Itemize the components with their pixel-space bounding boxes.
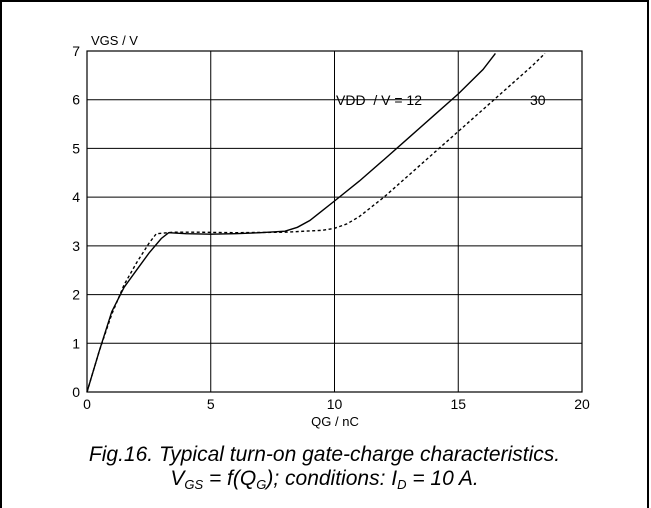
figure-caption-line2: VGS = f(QG); conditions: ID = 10 A. bbox=[0, 467, 649, 497]
annotation-vdd-30: 30 bbox=[530, 92, 546, 108]
x-tick-label: 10 bbox=[327, 396, 343, 412]
caption-sub-gs: GS bbox=[184, 477, 204, 492]
figure-caption-line1: Fig.16. Typical turn-on gate-charge char… bbox=[88, 443, 561, 466]
tick-label-layer: 0 5 10 15 20 0 1 2 3 4 5 6 7 bbox=[72, 43, 590, 412]
series-line-vdd-30 bbox=[86, 52, 546, 393]
caption-vgs: V bbox=[170, 467, 185, 490]
x-axis-label: QG / nC bbox=[311, 414, 359, 429]
y-tick-label: 0 bbox=[72, 384, 80, 400]
series-layer bbox=[86, 52, 546, 393]
y-axis-label: VGS / V bbox=[91, 33, 138, 48]
plot-border bbox=[86, 50, 583, 393]
y-tick-label: 3 bbox=[72, 238, 80, 254]
x-tick-label: 15 bbox=[450, 396, 466, 412]
y-tick-label: 7 bbox=[72, 43, 80, 59]
x-tick-label: 5 bbox=[207, 396, 215, 412]
caption-sub-g: G bbox=[256, 477, 267, 492]
y-tick-label: 6 bbox=[72, 92, 80, 108]
x-tick-label: 20 bbox=[574, 396, 590, 412]
y-tick-label: 1 bbox=[72, 335, 80, 351]
x-tick-label: 0 bbox=[83, 396, 91, 412]
gate-charge-chart: 0 5 10 15 20 0 1 2 3 4 5 6 7 VGS / V QG / nC VDD / V… bbox=[72, 33, 590, 429]
caption-conditions: ); conditions: I bbox=[266, 467, 398, 490]
y-tick-label: 2 bbox=[72, 287, 80, 303]
y-tick-label: 5 bbox=[72, 140, 80, 156]
caption-eq: = f(Q bbox=[203, 467, 257, 490]
caption-current: = 10 A. bbox=[406, 467, 479, 490]
annotation-vdd-12: VDD / V = 12 bbox=[336, 92, 422, 108]
y-tick-label: 4 bbox=[72, 189, 80, 205]
caption-sub-d: D bbox=[397, 477, 407, 492]
series-line-vdd-12 bbox=[86, 52, 496, 393]
grid-lines bbox=[87, 51, 582, 392]
